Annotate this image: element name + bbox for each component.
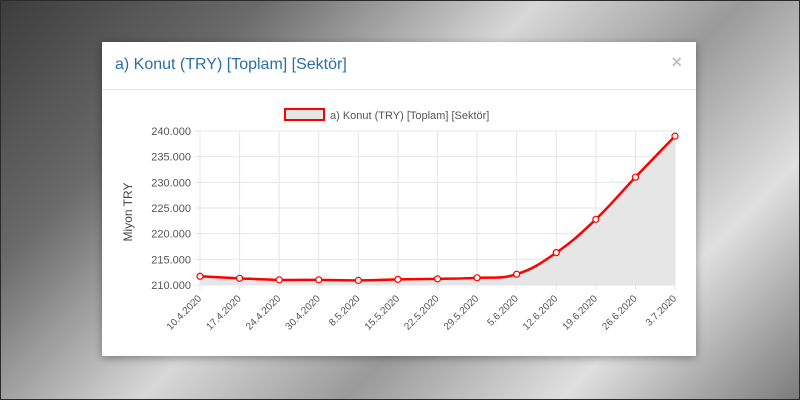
y-axis-ticks: 210.000 215.000 220.000 225.000 230.000 235.0… [151,126,191,292]
x-tick-label: 26.6.2020 [600,293,640,333]
legend-label: a) Konut (TRY) [Toplam] [Sektör] [330,110,489,122]
series-area [200,136,675,285]
x-tick-label: 30.4.2020 [284,293,324,333]
data-point[interactable] [235,274,244,282]
legend[interactable]: a) Konut (TRY) [Toplam] [Sektör] [284,108,489,122]
x-tick-label: 8.5.2020 [327,293,363,329]
close-icon[interactable]: × [671,52,682,72]
data-point[interactable] [315,276,323,284]
x-tick-label: 15.5.2020 [363,293,403,333]
data-point[interactable] [513,270,521,278]
data-point[interactable] [473,274,481,282]
y-tick-label: 210.000 [151,280,191,292]
data-point[interactable] [592,215,600,223]
x-axis-ticks: 10.4.2020 17.4.2020 24.4.2020 30.4.2020 8.5.… [165,293,680,333]
x-tick-label: 19.6.2020 [561,293,601,333]
y-tick-label: 215.000 [151,254,191,266]
legend-swatch [284,108,325,121]
data-point[interactable] [275,276,283,284]
y-tick-label: 240.000 [151,126,191,138]
series-points [196,132,679,284]
x-tick-label: 29.5.2020 [442,293,482,333]
data-point[interactable] [552,249,560,257]
y-tick-label: 225.000 [151,203,191,215]
data-point[interactable] [354,276,362,284]
chart: a) Konut (TRY) [Toplam] [Sektör] Miyon T… [121,108,680,333]
chart-modal: a) Konut (TRY) [Toplam] [Sektör] × a) Ko… [102,42,696,356]
y-tick-label: 235.000 [151,152,191,164]
x-tick-label: 12.6.2020 [521,293,561,333]
data-point[interactable] [196,272,204,280]
x-tick-label: 22.5.2020 [402,293,442,333]
data-point[interactable] [631,173,640,181]
data-point[interactable] [394,275,402,283]
y-tick-label: 230.000 [151,177,191,189]
x-tick-label: 17.4.2020 [204,293,244,333]
data-point[interactable] [671,132,679,140]
data-point[interactable] [433,275,442,283]
x-tick-label: 3.7.2020 [644,293,680,329]
grid [195,130,676,290]
y-axis-label: Miyon TRY [121,183,135,242]
y-tick-label: 220.000 [151,229,191,241]
x-tick-label: 10.4.2020 [165,293,205,333]
modal-header: a) Konut (TRY) [Toplam] [Sektör] × [102,42,696,90]
x-tick-label: 5.6.2020 [485,293,521,329]
modal-title: a) Konut (TRY) [Toplam] [Sektör] [115,56,347,73]
x-tick-label: 24.4.2020 [244,293,284,333]
